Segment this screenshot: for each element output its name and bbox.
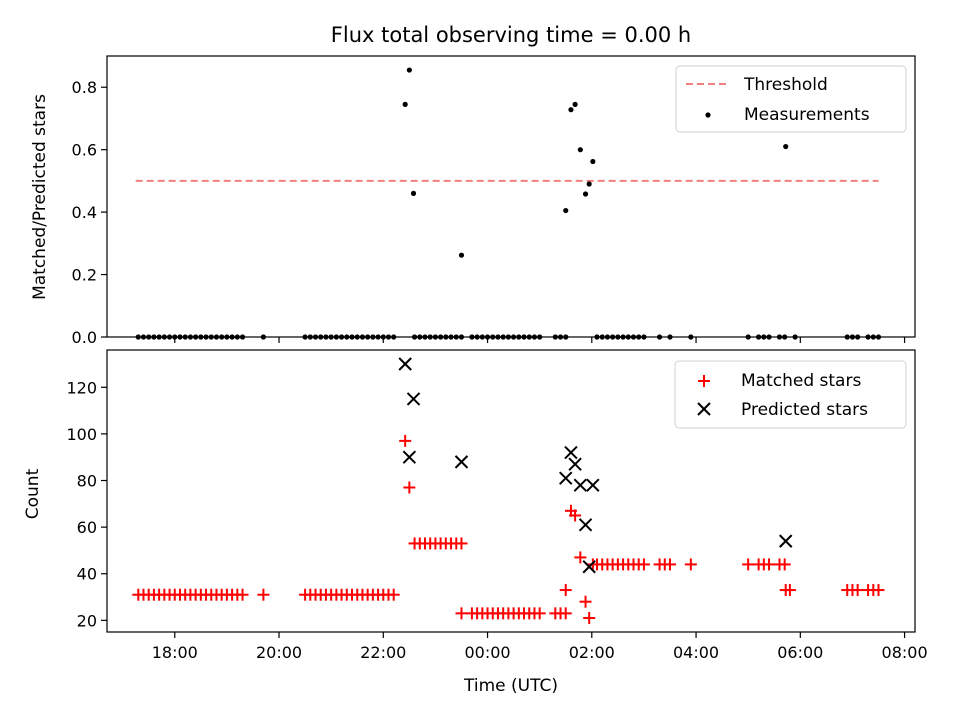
predicted-star-point xyxy=(564,445,578,460)
legend-predicted-swatch xyxy=(697,402,711,416)
bottom-x-tick-label: 22:00 xyxy=(360,643,406,662)
bottom-x-tick-label: 18:00 xyxy=(152,643,198,662)
bottom-y-tick-label: 40 xyxy=(77,565,97,584)
matched-star-point xyxy=(257,588,270,601)
matched-star-point xyxy=(778,558,791,571)
bottom-y-tick-label: 20 xyxy=(77,611,97,630)
measurement-point xyxy=(563,207,569,214)
matched-star-point xyxy=(783,584,796,597)
bottom-y-tick-label: 60 xyxy=(77,518,97,537)
bottom-y-ticks: 20 40 60 80 100 120 xyxy=(66,378,107,630)
top-axes-frame xyxy=(106,55,916,338)
predicted-star-point xyxy=(586,478,600,492)
matched-star-point xyxy=(574,551,587,564)
top-x-ticks xyxy=(174,337,906,343)
top-y-tick-label: 0.8 xyxy=(72,78,97,97)
bottom-x-tick-label: 04:00 xyxy=(673,643,719,662)
top-y-tick-label: 0.4 xyxy=(72,203,97,222)
matched-star-point xyxy=(455,607,468,620)
bottom-x-tick-label: 02:00 xyxy=(569,643,615,662)
measurement-point xyxy=(402,101,408,107)
bottom-panel: 20 40 60 80 100 120 18:00 20:00 22:00 00:00 02:00… xyxy=(23,349,928,696)
legend-threshold-label: Threshold xyxy=(743,75,828,95)
measurement-point xyxy=(410,190,417,196)
matched-star-point xyxy=(387,588,400,601)
measurement-point xyxy=(406,67,412,73)
bottom-legend: Matched stars Predicted stars xyxy=(674,360,907,429)
predicted-star-point xyxy=(406,392,421,406)
measurement-point xyxy=(582,191,589,197)
matched-star-point xyxy=(637,558,650,571)
legend-matched-swatch xyxy=(698,375,710,387)
bottom-legend-box xyxy=(674,360,907,429)
predicted-star-point xyxy=(582,560,596,574)
bottom-x-tick-label: 06:00 xyxy=(777,643,823,662)
measurement-point xyxy=(783,143,789,150)
matched-star-point xyxy=(872,584,885,597)
matched-star-point xyxy=(742,558,755,571)
bottom-x-ticks: 18:00 20:00 22:00 00:00 02:00 04:00 06:00 08:00 xyxy=(152,632,928,662)
top-y-tick-label: 0.0 xyxy=(72,328,97,347)
bottom-y-tick-label: 80 xyxy=(77,472,97,491)
bottom-y-axis-label: Count xyxy=(23,468,43,519)
matched-star-point xyxy=(583,612,596,625)
bottom-x-tick-label: 00:00 xyxy=(464,643,510,662)
legend-matched-label: Matched stars xyxy=(741,371,861,391)
matched-star-point xyxy=(236,588,249,601)
matched-star-point xyxy=(559,607,572,620)
legend-predicted-label: Predicted stars xyxy=(741,400,868,420)
predicted-star-point xyxy=(402,450,417,464)
bottom-plot-area xyxy=(132,357,885,625)
predicted-star-point xyxy=(779,534,793,548)
predicted-star-point xyxy=(454,455,469,469)
top-y-tick-label: 0.6 xyxy=(72,141,97,160)
predicted-star-point xyxy=(568,457,582,471)
predicted-star-point xyxy=(578,518,593,532)
bottom-x-tick-label: 08:00 xyxy=(882,643,928,662)
matched-star-point xyxy=(403,481,416,494)
top-legend-box xyxy=(675,65,907,133)
legend-measurements-swatch xyxy=(705,112,711,118)
measurement-point xyxy=(458,252,465,258)
bottom-y-tick-label: 120 xyxy=(66,378,97,397)
matched-star-point xyxy=(559,584,572,597)
matched-star-point xyxy=(399,434,412,447)
predicted-star-point xyxy=(559,471,573,485)
chart-title: Flux total observing time = 0.00 h xyxy=(331,23,691,47)
matched-star-point xyxy=(684,558,697,571)
bottom-x-axis-label: Time (UTC) xyxy=(463,676,558,696)
top-y-tick-label: 0.2 xyxy=(72,266,97,285)
top-legend: Threshold Measurements xyxy=(675,65,907,133)
legend-measurements-label: Measurements xyxy=(744,105,870,125)
predicted-star-point xyxy=(398,357,412,371)
top-y-axis-label: Matched/Predicted stars xyxy=(30,94,50,300)
top-y-ticks: 0.0 0.2 0.4 0.6 0.8 xyxy=(72,78,107,347)
measurement-point xyxy=(572,101,578,107)
bottom-axes-frame xyxy=(106,349,916,633)
bottom-x-tick-label: 20:00 xyxy=(256,643,302,662)
bottom-y-tick-label: 100 xyxy=(66,425,97,444)
matched-star-point xyxy=(569,509,582,522)
matched-star-point xyxy=(763,558,776,571)
measurement-point xyxy=(586,181,592,187)
matched-star-point xyxy=(663,558,676,571)
top-panel: Flux total observing time = 0.00 h 0.00.… xyxy=(30,23,916,347)
matched-star-point xyxy=(533,607,546,620)
measurement-point xyxy=(590,158,596,165)
measurement-point xyxy=(568,107,574,113)
matched-star-point xyxy=(579,595,592,608)
measurement-point xyxy=(577,147,583,153)
matched-star-point xyxy=(851,584,864,597)
predicted-star-point xyxy=(573,478,588,492)
matched-star-point xyxy=(455,537,468,550)
